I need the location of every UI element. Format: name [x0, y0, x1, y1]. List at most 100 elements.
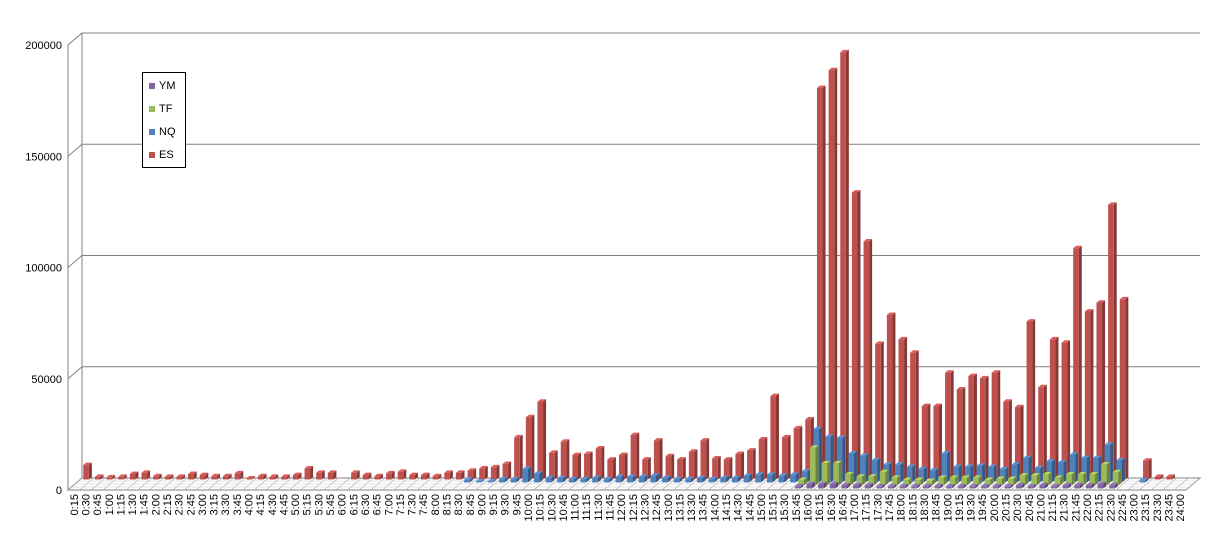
- bar: [910, 350, 919, 480]
- bar-top: [592, 475, 601, 479]
- bar: [618, 452, 628, 480]
- bar-top: [1085, 482, 1095, 486]
- bar-top: [1004, 483, 1014, 487]
- bar-side: [566, 439, 570, 480]
- bar-side: [838, 460, 842, 486]
- bar: [697, 475, 706, 483]
- bar-top: [981, 483, 990, 487]
- bar-side: [1091, 482, 1095, 489]
- bar: [720, 475, 729, 483]
- bar-side: [539, 471, 543, 483]
- bar-side: [978, 475, 982, 486]
- bar-side: [950, 370, 954, 480]
- bar-face: [1003, 401, 1009, 480]
- x-tick-label: 3:45: [232, 494, 244, 515]
- bar-side: [1118, 469, 1122, 486]
- bar-side: [1106, 461, 1110, 486]
- bar: [922, 483, 932, 489]
- bar-top: [968, 373, 977, 377]
- x-tick-label: 23:15: [1140, 494, 1152, 522]
- bar: [673, 476, 683, 483]
- bar-top: [1096, 300, 1106, 303]
- bar-face: [386, 473, 392, 480]
- bar-top: [996, 476, 1005, 479]
- bar-face: [1027, 486, 1034, 489]
- bar-side: [1025, 473, 1029, 486]
- bar-side: [812, 481, 816, 489]
- bar: [627, 474, 636, 483]
- bar: [223, 473, 232, 480]
- bar-side: [749, 473, 753, 483]
- bar-side: [985, 375, 989, 480]
- bar-side: [982, 463, 986, 483]
- bar-face: [933, 406, 940, 480]
- bar-top: [176, 474, 186, 477]
- bar-side: [263, 473, 267, 480]
- bar: [1046, 458, 1055, 483]
- bar: [708, 476, 718, 483]
- bar: [455, 470, 465, 480]
- bar-side: [356, 470, 360, 480]
- bar: [996, 476, 1005, 486]
- x-tick-label: 5:45: [325, 494, 337, 515]
- bar-face: [856, 476, 863, 486]
- bar: [1112, 469, 1122, 486]
- bar: [851, 190, 861, 480]
- bar-top: [533, 471, 543, 474]
- bar: [1166, 474, 1175, 480]
- bar-face: [595, 448, 602, 480]
- bar-face: [83, 465, 89, 480]
- bar-side: [939, 403, 943, 480]
- bar-face: [685, 479, 691, 483]
- x-tick-label: 9:00: [476, 494, 488, 515]
- bar: [211, 473, 220, 480]
- bar-side: [807, 468, 811, 483]
- bar-side: [193, 471, 197, 480]
- bar-top: [778, 473, 788, 476]
- bar-face: [176, 476, 183, 480]
- bar-side: [897, 475, 901, 486]
- bar: [743, 473, 753, 483]
- bar-face: [580, 479, 587, 483]
- bar-side: [251, 475, 255, 480]
- legend-swatch: [149, 129, 155, 135]
- bar-side: [574, 476, 578, 483]
- x-tick-label: 18:30: [919, 494, 931, 522]
- bar: [304, 465, 314, 480]
- bar-top: [697, 475, 706, 479]
- x-tick-label: 19:15: [954, 494, 966, 522]
- bar-face: [926, 481, 933, 486]
- bar-top: [818, 481, 827, 485]
- bar-face: [911, 486, 917, 489]
- gridline-side: [67, 255, 83, 268]
- bar-side: [551, 475, 555, 483]
- bar-side: [586, 476, 590, 483]
- bar-top: [712, 455, 721, 459]
- bar-side: [527, 466, 531, 483]
- bar-top: [545, 475, 555, 479]
- bar-face: [607, 459, 613, 480]
- bar-side: [857, 190, 861, 480]
- bar-side: [775, 393, 779, 480]
- bar-face: [956, 389, 963, 480]
- x-tick-label: 8:00: [430, 494, 442, 515]
- bar: [856, 474, 866, 486]
- bar-face: [537, 401, 544, 480]
- bar-top: [234, 470, 244, 474]
- bar-side: [1079, 482, 1083, 489]
- x-tick-label: 12:30: [639, 494, 651, 522]
- bar: [1089, 471, 1099, 486]
- bar: [841, 482, 850, 489]
- bar-face: [697, 478, 703, 483]
- bar: [638, 474, 648, 483]
- x-tick-label: 17:45: [884, 494, 896, 522]
- bar-top: [992, 483, 1002, 487]
- bar: [234, 470, 244, 480]
- bar-top: [747, 448, 756, 451]
- bar: [1108, 202, 1117, 480]
- x-tick-label: 1:45: [139, 494, 151, 515]
- x-tick-label: 2:45: [185, 494, 197, 515]
- bar-top: [868, 474, 877, 477]
